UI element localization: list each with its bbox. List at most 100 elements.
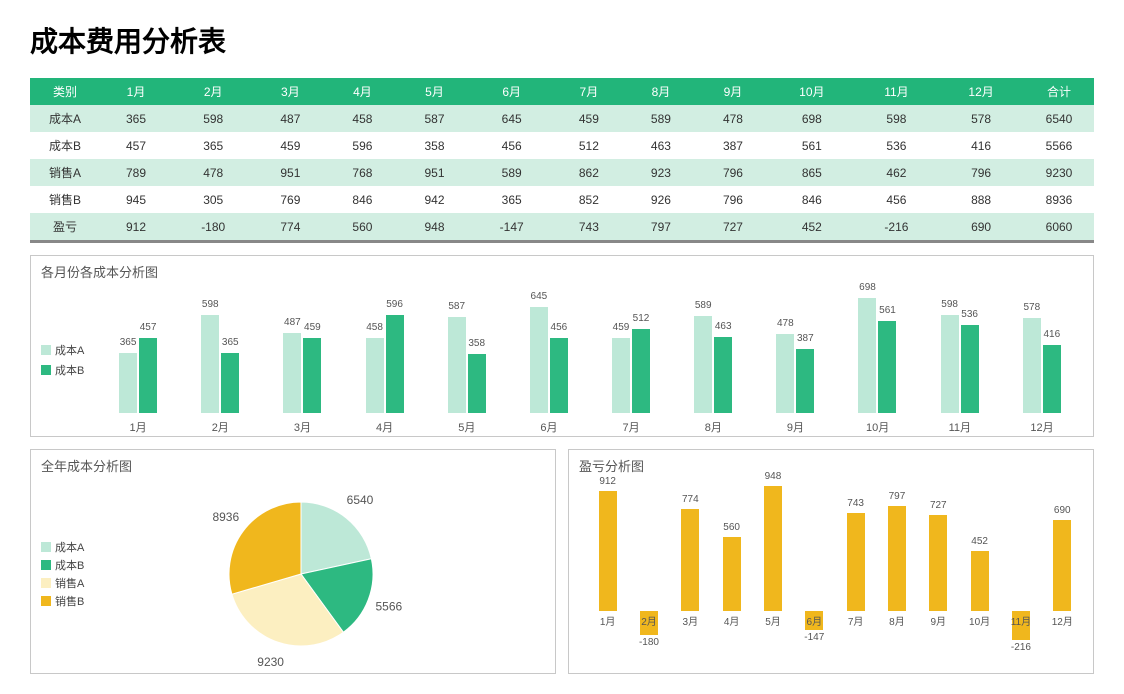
bar: 578 [1023, 318, 1041, 413]
bar-value-label: 598 [941, 299, 958, 310]
bar-value-label: 459 [304, 322, 321, 333]
table-cell: 459 [254, 132, 326, 159]
x-axis-label: 1月 [600, 613, 616, 628]
bar [1053, 520, 1071, 611]
bar-value-label: 727 [930, 500, 947, 511]
row-label: 盈亏 [30, 213, 100, 242]
bar-value-label: -180 [639, 637, 659, 648]
pie-value-label: 9230 [257, 655, 284, 669]
pie-value-label: 6540 [347, 493, 374, 507]
bar-value-label: 912 [599, 476, 616, 487]
table-cell: 690 [938, 213, 1024, 242]
table-cell: 888 [938, 186, 1024, 213]
table-cell: 589 [471, 159, 553, 186]
table-header-cell: 2月 [172, 78, 254, 105]
x-axis-label: 4月 [724, 613, 740, 628]
annual-cost-pie-title: 全年成本分析图 [41, 456, 545, 475]
table-header-cell: 4月 [326, 78, 398, 105]
table-cell: 846 [326, 186, 398, 213]
bar-group: 365457 [119, 338, 157, 413]
bar-group: 698561 [858, 298, 896, 413]
x-axis-label: 3月 [261, 419, 343, 435]
table-cell: 774 [254, 213, 326, 242]
cost-table: 类别1月2月3月4月5月6月7月8月9月10月11月12月合计 成本A36559… [30, 78, 1094, 243]
bar-value-label: -147 [804, 632, 824, 643]
bar [764, 486, 782, 611]
table-cell: 865 [769, 159, 855, 186]
bar [681, 509, 699, 611]
profit-chart-title: 盈亏分析图 [579, 456, 1083, 475]
bar-value-label: 512 [633, 313, 650, 324]
bar-value-label: 365 [120, 337, 137, 348]
table-cell: 358 [398, 132, 470, 159]
table-cell: 948 [398, 213, 470, 242]
x-axis-label: 2月 [641, 613, 657, 628]
profit-bar-column: -1476月 [797, 479, 831, 644]
x-axis-label: 11月 [919, 419, 1001, 435]
x-axis-label: 5月 [765, 613, 781, 628]
bar [599, 491, 617, 611]
table-cell: 365 [471, 186, 553, 213]
table-cell: -147 [471, 213, 553, 242]
table-cell: 365 [100, 105, 172, 132]
x-axis-label: 7月 [848, 613, 864, 628]
bar-value-label: 365 [222, 337, 239, 348]
legend-item: 成本A [41, 539, 101, 555]
bar-group: 578416 [1023, 318, 1061, 413]
table-cell: 9230 [1024, 159, 1094, 186]
x-axis-label: 9月 [754, 419, 836, 435]
bar: 457 [139, 338, 157, 413]
table-cell: 912 [100, 213, 172, 242]
table-cell: 512 [553, 132, 625, 159]
bar-group: 645456 [530, 307, 568, 413]
x-axis-label: 11月 [1011, 613, 1031, 628]
profit-bar-column: 690 12月 [1045, 479, 1079, 644]
x-axis-label: 12月 [1052, 613, 1073, 628]
profit-bar-column: 7743月 [673, 479, 707, 644]
table-row: 销售A7894789517689515898629237968654627969… [30, 159, 1094, 186]
bar-value-label: 598 [202, 299, 219, 310]
page-title: 成本费用分析表 [30, 20, 1094, 60]
bar-group: 459512 [612, 329, 650, 413]
profit-chart: 盈亏分析图 9121月-1802月7743月5604月9485月-1476月74… [568, 449, 1094, 674]
profit-bar-column: 5604月 [715, 479, 749, 644]
table-cell: 387 [697, 132, 769, 159]
bar-value-label: 774 [682, 494, 699, 505]
bar: 358 [468, 354, 486, 413]
table-cell: 458 [326, 105, 398, 132]
table-header-cell: 类别 [30, 78, 100, 105]
table-cell: 416 [938, 132, 1024, 159]
table-cell: 457 [100, 132, 172, 159]
profit-bar-column: 45210月 [963, 479, 997, 644]
bar-value-label: 690 [1054, 505, 1071, 516]
bar: 512 [632, 329, 650, 413]
table-cell: 478 [697, 105, 769, 132]
table-header-cell: 6月 [471, 78, 553, 105]
bar: 478 [776, 334, 794, 413]
table-cell: 587 [398, 105, 470, 132]
x-axis-label: 5月 [426, 419, 508, 435]
bar-value-label: 587 [448, 301, 465, 312]
table-cell: 536 [855, 132, 938, 159]
table-cell: 456 [855, 186, 938, 213]
table-cell: -216 [855, 213, 938, 242]
bar: 416 [1043, 345, 1061, 413]
monthly-cost-chart-title: 各月份各成本分析图 [41, 262, 1083, 281]
x-axis-label: 8月 [672, 419, 754, 435]
table-cell: 596 [326, 132, 398, 159]
table-header-cell: 7月 [553, 78, 625, 105]
table-cell: 560 [326, 213, 398, 242]
table-cell: 463 [625, 132, 697, 159]
row-label: 销售B [30, 186, 100, 213]
table-header-cell: 11月 [855, 78, 938, 105]
table-cell: 743 [553, 213, 625, 242]
bar-value-label: 458 [366, 322, 383, 333]
bar: 365 [119, 353, 137, 413]
bar: 536 [961, 325, 979, 413]
pie-legend: 成本A成本B销售A销售B [41, 537, 101, 611]
bar: 459 [612, 338, 630, 413]
bar-group: 598536 [941, 315, 979, 413]
bar-group: 598365 [201, 315, 239, 413]
table-cell: 768 [326, 159, 398, 186]
x-axis-label: 8月 [889, 613, 905, 628]
